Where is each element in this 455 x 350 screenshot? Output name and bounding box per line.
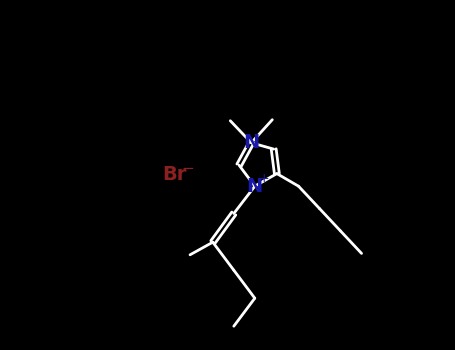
Text: −: − — [181, 161, 194, 176]
Text: Br: Br — [162, 166, 187, 184]
Text: +: + — [258, 172, 269, 185]
Text: N: N — [243, 133, 259, 152]
Text: N: N — [247, 177, 263, 196]
